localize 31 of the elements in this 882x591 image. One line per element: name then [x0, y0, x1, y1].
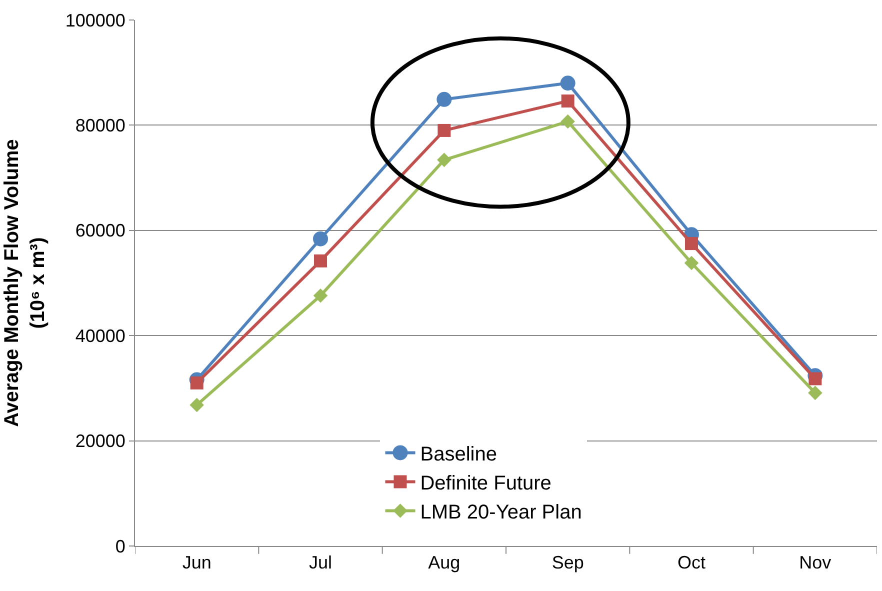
point — [313, 288, 328, 303]
point — [190, 398, 204, 412]
point — [313, 231, 328, 246]
x-tick-label: Sep — [552, 552, 584, 573]
legend-label: LMB 20-Year Plan — [420, 502, 582, 524]
x-tick-label: Jul — [308, 552, 332, 573]
point — [436, 92, 452, 107]
point — [438, 124, 451, 137]
point — [560, 76, 576, 91]
legend-label: Baseline — [420, 444, 497, 466]
point — [314, 254, 327, 268]
legend-label: Definite Future — [420, 472, 552, 495]
point — [561, 94, 574, 108]
point — [190, 376, 204, 390]
x-tick-label: Jun — [182, 552, 212, 573]
y-tick-label: 0 — [115, 536, 126, 556]
y-tick-label: 20000 — [75, 431, 126, 452]
y-tick-label: 80000 — [75, 116, 126, 136]
x-tick-label: Aug — [428, 552, 460, 573]
point — [437, 152, 452, 168]
point — [685, 237, 698, 250]
y-tick-label: 60000 — [75, 220, 126, 241]
point — [808, 386, 822, 400]
y-tick-label: 40000 — [75, 326, 126, 346]
point — [560, 114, 575, 129]
y-tick-label: 100000 — [65, 10, 126, 30]
y-axis-title: Average Monthly Flow Volume (10⁶ x m³) — [0, 139, 49, 427]
point — [684, 256, 699, 270]
x-tick-label: Nov — [799, 552, 832, 573]
x-tick-label: Oct — [677, 552, 706, 573]
point — [808, 372, 822, 386]
